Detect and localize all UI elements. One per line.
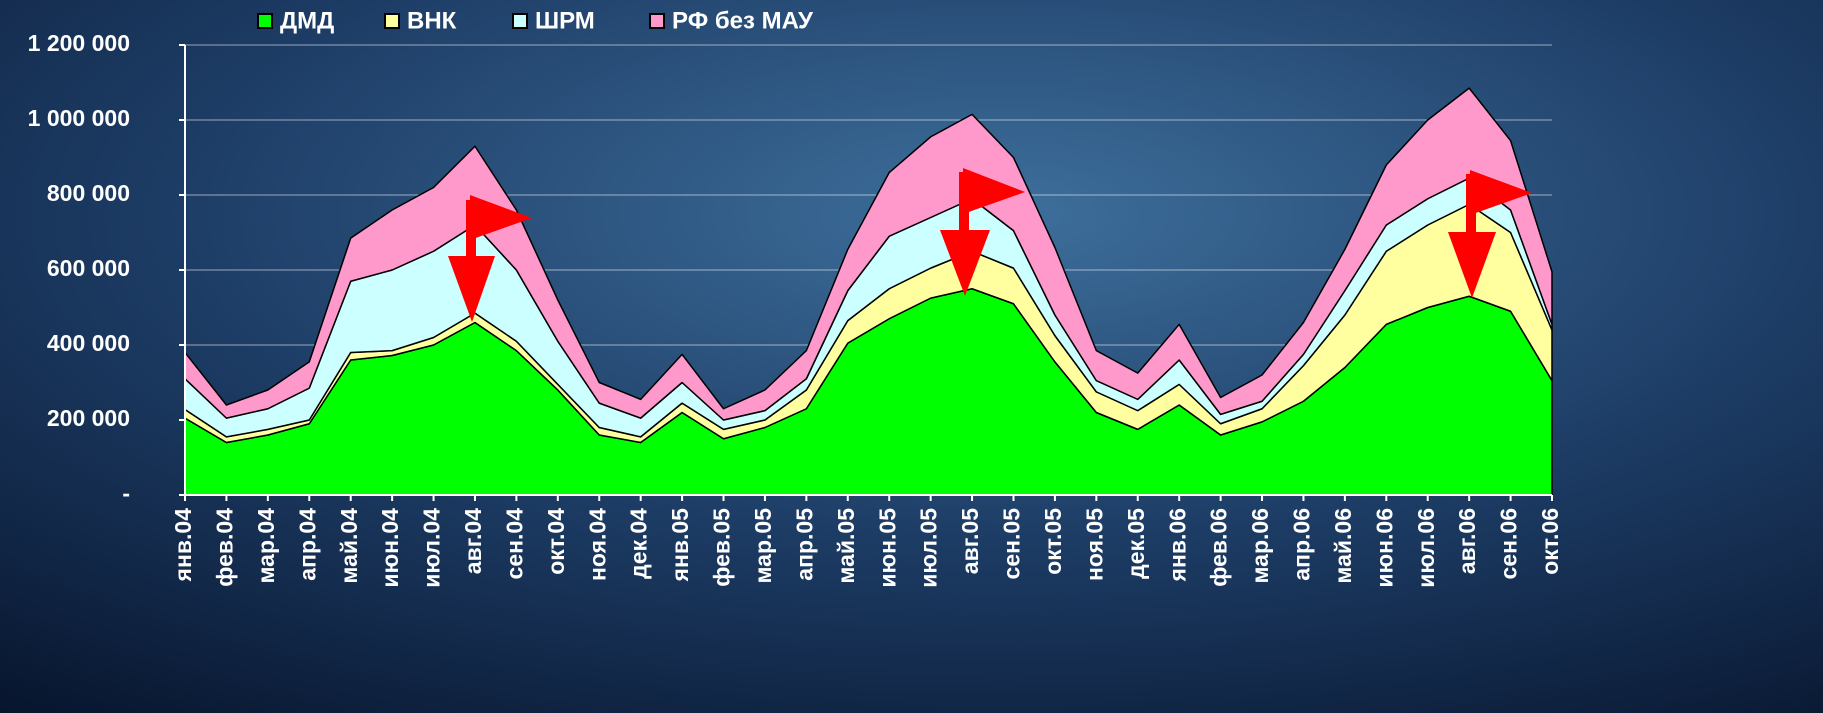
legend-label: РФ без МАУ bbox=[672, 7, 814, 34]
x-tick-label: авг.05 bbox=[957, 508, 983, 574]
y-tick-label: 200 000 bbox=[47, 405, 130, 431]
x-tick-label: ноя.05 bbox=[1081, 508, 1107, 581]
y-tick-label: - bbox=[122, 480, 130, 506]
x-tick-label: июл.06 bbox=[1413, 508, 1439, 588]
x-tick-label: май.06 bbox=[1330, 508, 1356, 584]
x-tick-label: окт.04 bbox=[543, 508, 569, 575]
x-tick-label: окт.06 bbox=[1537, 508, 1563, 575]
x-tick-label: июл.05 bbox=[916, 508, 942, 588]
annotation-arrows bbox=[448, 168, 1532, 322]
x-tick-label: окт.05 bbox=[1040, 508, 1066, 575]
arrow-head bbox=[1448, 232, 1496, 298]
plot-area: - 200 000 400 000 600 000 800 000 1 000 000 1 … bbox=[28, 30, 1563, 588]
x-tick-label: мар.04 bbox=[253, 508, 279, 584]
y-tick-label: 800 000 bbox=[47, 180, 130, 206]
legend: ДМД ВНК ШРМ РФ без МАУ bbox=[257, 7, 814, 34]
legend-label: ШРМ bbox=[535, 7, 595, 34]
x-tick-label: дек.04 bbox=[626, 508, 652, 579]
legend-swatch bbox=[512, 13, 528, 29]
x-tick-label: сен.05 bbox=[999, 508, 1025, 580]
y-tick-label: 400 000 bbox=[47, 330, 130, 356]
arrow-shaft bbox=[466, 200, 476, 258]
x-tick-label: май.05 bbox=[833, 508, 859, 584]
x-tick-label: авг.04 bbox=[460, 508, 486, 574]
x-tick-label: апр.04 bbox=[294, 508, 320, 581]
x-tick-label: фев.04 bbox=[212, 508, 238, 587]
legend-swatch bbox=[649, 13, 665, 29]
x-tick-label: сен.06 bbox=[1496, 508, 1522, 579]
x-tick-label: авг.06 bbox=[1454, 508, 1480, 574]
legend-swatch bbox=[257, 13, 273, 29]
x-tick-label: апр.06 bbox=[1289, 508, 1315, 581]
y-tick-label: 1 200 000 bbox=[28, 30, 130, 56]
x-tick-label: июл.04 bbox=[419, 508, 445, 588]
x-tick-label: фев.06 bbox=[1206, 508, 1232, 587]
y-tick-label: 1 000 000 bbox=[28, 105, 130, 131]
x-tick-label: мар.05 bbox=[750, 508, 776, 584]
legend-swatch bbox=[384, 13, 400, 29]
area bbox=[184, 87, 1553, 421]
arrow-head bbox=[448, 256, 495, 322]
x-tick-label: июн.04 bbox=[377, 508, 403, 588]
y-tick-label: 600 000 bbox=[47, 255, 130, 281]
x-tick-label: июн.05 bbox=[874, 508, 900, 588]
flag bbox=[963, 168, 1025, 214]
x-tick-label: дек.05 bbox=[1123, 508, 1149, 579]
x-tick-label: апр.05 bbox=[791, 508, 817, 581]
x-tick-label: ноя.04 bbox=[584, 508, 610, 581]
flag bbox=[1470, 170, 1532, 215]
legend-label: ВНК bbox=[407, 7, 457, 34]
x-tick-label: сен.04 bbox=[501, 508, 527, 580]
x-tick-label: янв.04 bbox=[170, 508, 196, 583]
x-tick-label: фев.05 bbox=[709, 508, 735, 587]
x-tick-label: июн.06 bbox=[1371, 508, 1397, 588]
flag bbox=[470, 195, 532, 240]
x-tick-label: янв.06 bbox=[1164, 508, 1190, 582]
arrow-shaft bbox=[959, 172, 969, 232]
x-tick-label: май.04 bbox=[336, 508, 362, 584]
arrow-head bbox=[940, 230, 990, 296]
arrow-shaft bbox=[1466, 174, 1476, 234]
x-tick-label: янв.05 bbox=[667, 508, 693, 583]
legend-label: ДМД bbox=[280, 7, 334, 34]
x-tick-label: мар.06 bbox=[1247, 508, 1273, 584]
